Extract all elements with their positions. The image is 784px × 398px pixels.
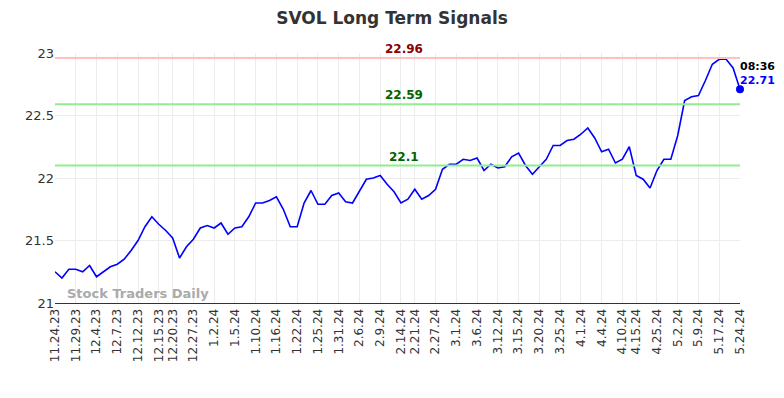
svg-text:3.1.24: 3.1.24 [449, 309, 463, 347]
svg-text:08:36: 08:36 [740, 60, 775, 73]
svg-text:2.27.24: 2.27.24 [428, 309, 442, 355]
svg-text:22.59: 22.59 [385, 88, 423, 102]
svg-text:22: 22 [37, 171, 54, 186]
svg-text:12.20.23: 12.20.23 [166, 309, 180, 362]
svg-text:22.96: 22.96 [385, 42, 423, 56]
svg-text:23: 23 [37, 46, 54, 61]
svg-text:2.9.24: 2.9.24 [373, 309, 387, 347]
svg-text:12.12.23: 12.12.23 [131, 309, 145, 362]
svg-text:3.6.24: 3.6.24 [470, 309, 484, 347]
svg-text:2.14.24: 2.14.24 [394, 309, 408, 355]
svg-text:1.31.24: 1.31.24 [332, 309, 346, 355]
svg-text:1.16.24: 1.16.24 [269, 309, 283, 355]
svg-text:4.1.24: 4.1.24 [574, 309, 588, 347]
svg-text:22.71: 22.71 [740, 74, 775, 87]
svg-text:12.27.23: 12.27.23 [186, 309, 200, 362]
svg-text:21.5: 21.5 [25, 233, 54, 248]
svg-text:3.20.24: 3.20.24 [532, 309, 546, 355]
svg-text:4.4.24: 4.4.24 [595, 309, 609, 347]
svg-text:12.15.23: 12.15.23 [152, 309, 166, 362]
svg-text:12.7.23: 12.7.23 [110, 309, 124, 355]
svg-text:3.12.24: 3.12.24 [491, 309, 505, 355]
svg-text:5.9.24: 5.9.24 [691, 309, 705, 347]
svg-text:22.1: 22.1 [389, 150, 419, 164]
svg-text:2.6.24: 2.6.24 [352, 309, 366, 347]
svg-text:11.24.23: 11.24.23 [48, 309, 62, 362]
svg-text:3.15.24: 3.15.24 [511, 309, 525, 355]
svg-text:22.5: 22.5 [25, 108, 54, 123]
svg-text:Stock Traders Daily: Stock Traders Daily [67, 286, 209, 301]
svg-text:11.29.23: 11.29.23 [69, 309, 83, 362]
svg-text:12.4.23: 12.4.23 [89, 309, 103, 355]
svg-text:1.25.24: 1.25.24 [311, 309, 325, 355]
svg-text:1.10.24: 1.10.24 [249, 309, 263, 355]
svg-text:21: 21 [37, 296, 54, 311]
svg-text:5.2.24: 5.2.24 [671, 309, 685, 347]
svg-text:1.2.24: 1.2.24 [207, 309, 221, 347]
svg-text:4.25.24: 4.25.24 [650, 309, 664, 355]
svg-text:5.17.24: 5.17.24 [712, 309, 726, 355]
svg-text:1.5.24: 1.5.24 [228, 309, 242, 347]
svg-text:4.15.24: 4.15.24 [629, 309, 643, 355]
svg-text:1.22.24: 1.22.24 [290, 309, 304, 355]
svg-text:SVOL Long Term Signals: SVOL Long Term Signals [276, 8, 508, 28]
svg-text:2.21.24: 2.21.24 [408, 309, 422, 355]
svg-text:3.25.24: 3.25.24 [553, 309, 567, 355]
svg-text:5.24.24: 5.24.24 [733, 309, 747, 355]
svg-text:4.10.24: 4.10.24 [615, 309, 629, 355]
